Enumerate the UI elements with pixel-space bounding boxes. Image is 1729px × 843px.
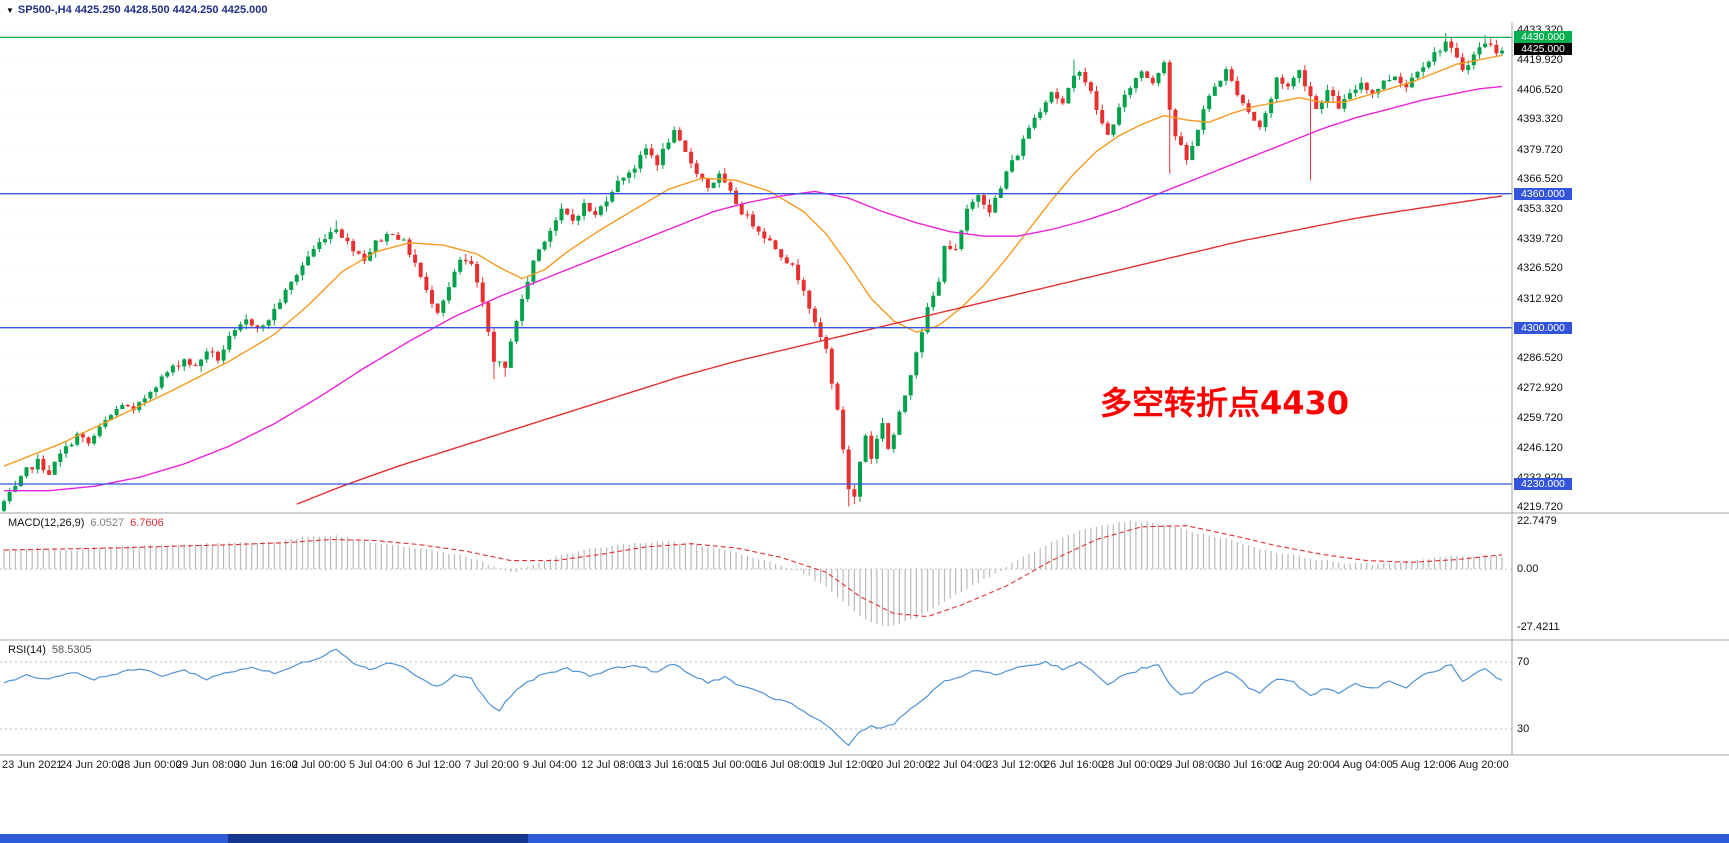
rsi-level-30-label: 30 bbox=[1517, 723, 1530, 735]
rsi-level-70-label: 70 bbox=[1517, 656, 1530, 668]
rsi-name: RSI(14) bbox=[8, 644, 46, 656]
chevron-down-icon: ▼ bbox=[6, 6, 14, 15]
macd-indicator-label: MACD(12,26,9) 6.0527 6.7606 bbox=[8, 517, 164, 529]
candlestick-series bbox=[2, 32, 1504, 512]
macd-value-main: 6.0527 bbox=[90, 517, 125, 529]
macd-scale-min: -27.4211 bbox=[1517, 621, 1560, 633]
rsi-line bbox=[3, 648, 1503, 747]
macd-name: MACD(12,26,9) bbox=[8, 517, 85, 529]
bottom-bar-segment bbox=[228, 834, 528, 843]
macd-value-signal: 6.7606 bbox=[130, 517, 164, 529]
chart-text-annotation: 多空转折点4430 bbox=[1100, 384, 1350, 422]
ma-fast-orange bbox=[3, 54, 1503, 467]
ma-slow-red bbox=[296, 195, 1503, 505]
ma-mid-magenta bbox=[4, 85, 1503, 492]
macd-signal-line bbox=[3, 525, 1503, 618]
bottom-bar bbox=[0, 834, 1729, 843]
rsi-value: 58.5305 bbox=[51, 644, 92, 656]
macd-scale-zero: 0.00 bbox=[1517, 563, 1539, 575]
macd-scale-max: 22.7479 bbox=[1517, 515, 1557, 527]
symbol-info-bar: ▼ SP500-,H4 4425.250 4428.500 4424.250 44… bbox=[6, 4, 267, 16]
symbol-ohlc-text: SP500-,H4 4425.250 4428.500 4424.250 442… bbox=[17, 4, 268, 16]
rsi-indicator-label: RSI(14) 58.5305 bbox=[8, 644, 92, 656]
